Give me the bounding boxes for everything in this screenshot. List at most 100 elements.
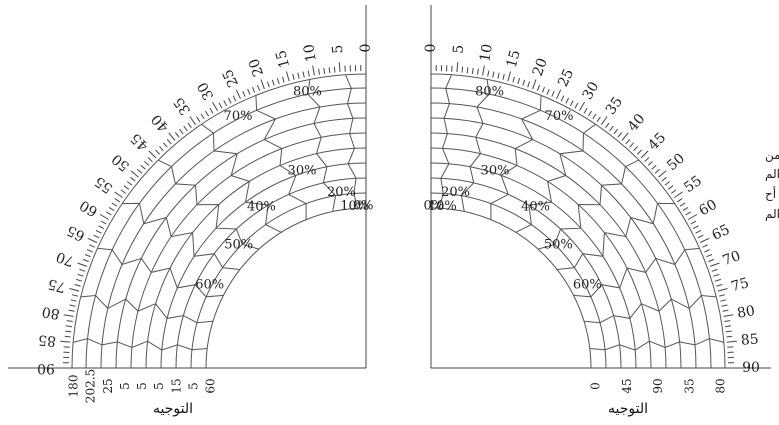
right-angle-label-20: 20 <box>530 56 551 78</box>
right-angle-tick <box>569 100 574 107</box>
right-angle-label-85: 85 <box>740 331 759 348</box>
left-angle-tick <box>65 325 72 328</box>
left-angle-tick <box>271 79 275 86</box>
left-angle-tick <box>183 125 188 132</box>
right-angle-label-40: 40 <box>625 111 649 135</box>
left-bottom-label: 5 <box>118 382 132 390</box>
right-angle-tick <box>527 81 531 88</box>
left-radial-curve-8 <box>72 338 208 351</box>
left-angle-label-0: 0 <box>358 44 374 53</box>
left-pct-label-40pct: 40% <box>247 200 276 215</box>
left-ring-3 <box>160 162 367 369</box>
left-angle-tick <box>252 86 256 93</box>
left-pct-label-80pct: 80% <box>293 85 322 100</box>
right-angle-tick <box>636 149 642 155</box>
left-angle-tick <box>68 309 75 312</box>
right-angle-tick <box>702 244 708 248</box>
right-solar-chart: 0 5 10 15 20 253035404550556065707580859080%7… <box>423 5 771 394</box>
right-angle-tick <box>551 91 555 97</box>
left-angle-tick <box>95 229 102 234</box>
right-ring-2 <box>430 177 622 369</box>
left-ring-8 <box>85 87 367 369</box>
left-angle-tick <box>89 244 95 248</box>
right-angle-tick <box>502 73 505 80</box>
right-angle-label-55: 55 <box>681 173 705 196</box>
right-angle-tick <box>708 258 715 263</box>
left-angle-label-30: 30 <box>195 79 218 102</box>
right-angle-tick <box>587 110 593 117</box>
right-angle-tick <box>600 116 608 125</box>
left-angle-tick <box>247 88 251 95</box>
right-pct-label-0pct: 0% <box>423 199 444 214</box>
left-pct-label-70pct: 70% <box>224 109 253 124</box>
right-angle-label-10: 10 <box>477 43 496 63</box>
right-ring-9 <box>430 73 726 369</box>
left-bottom-label: 5 <box>186 382 200 390</box>
right-radial-curve-5 <box>557 202 675 270</box>
left-angle-tick <box>87 237 98 243</box>
right-angle-tick <box>633 146 638 152</box>
left-angle-tick <box>232 95 237 102</box>
right-angle-tick <box>661 176 667 182</box>
left-angle-tick <box>130 176 136 182</box>
left-angle-tick <box>82 258 89 263</box>
right-angle-tick <box>541 86 545 93</box>
right-angle-tick <box>685 211 691 216</box>
right-angle-tick <box>556 89 562 100</box>
right-pct-label-80pct: 80% <box>475 85 504 100</box>
right-angle-tick <box>726 335 733 338</box>
right-angle-tick <box>497 72 500 79</box>
right-angle-tick <box>617 132 623 138</box>
left-angle-tick <box>204 110 210 117</box>
left-angle-label-45: 45 <box>128 130 152 154</box>
left-angle-tick <box>328 67 331 74</box>
right-radial-curve-3 <box>515 123 596 233</box>
right-angle-tick <box>596 116 601 123</box>
right-angle-label-25: 25 <box>555 67 577 90</box>
right-direction-label: التوجيه <box>608 400 648 416</box>
right-angle-tick <box>654 168 661 174</box>
left-angle-tick <box>79 268 86 272</box>
right-angle-tick <box>687 214 698 220</box>
right-angle-tick <box>721 304 728 307</box>
left-bottom-label: 202.5 <box>84 369 98 403</box>
right-angle-tick <box>461 66 464 73</box>
left-ring-0 <box>205 207 367 369</box>
left-angle-tick <box>98 225 105 230</box>
right-angle-tick <box>477 68 479 75</box>
left-angle-tick <box>76 278 83 282</box>
left-angle-tick <box>292 73 295 80</box>
left-angle-tick <box>179 128 184 135</box>
right-angle-tick <box>664 181 671 186</box>
right-radial-curve-4 <box>537 159 640 250</box>
left-angle-tick <box>66 320 73 322</box>
right-angle-tick <box>507 71 511 82</box>
right-radial-curve-6 <box>573 247 700 298</box>
right-bottom-label: 0 <box>589 382 603 390</box>
left-angle-tick <box>99 214 110 220</box>
left-angle-label-80: 80 <box>41 303 61 322</box>
left-ring-6 <box>115 117 367 369</box>
right-angle-tick <box>651 164 657 170</box>
left-pct-label-30pct: 30% <box>288 164 317 179</box>
right-angle-label-60: 60 <box>696 197 719 220</box>
left-angle-tick <box>200 113 205 120</box>
left-angle-label-25: 25 <box>220 67 242 90</box>
left-angle-tick <box>69 288 80 292</box>
right-angle-tick <box>482 65 485 76</box>
left-angle-tick <box>212 101 218 112</box>
right-angle-tick <box>724 320 731 322</box>
right-pct-label-30pct: 30% <box>481 164 510 179</box>
left-angle-tick <box>260 79 265 90</box>
right-angle-tick <box>565 97 570 104</box>
right-angle-tick <box>723 314 734 317</box>
right-angle-tick <box>579 101 585 112</box>
right-angle-tick <box>711 268 718 272</box>
left-angle-label-60: 60 <box>77 197 100 220</box>
left-angle-tick <box>318 68 320 75</box>
right-bottom-label: 90 <box>651 378 665 393</box>
left-angle-tick <box>223 100 228 107</box>
side-note-line-1: من <box>765 148 779 162</box>
